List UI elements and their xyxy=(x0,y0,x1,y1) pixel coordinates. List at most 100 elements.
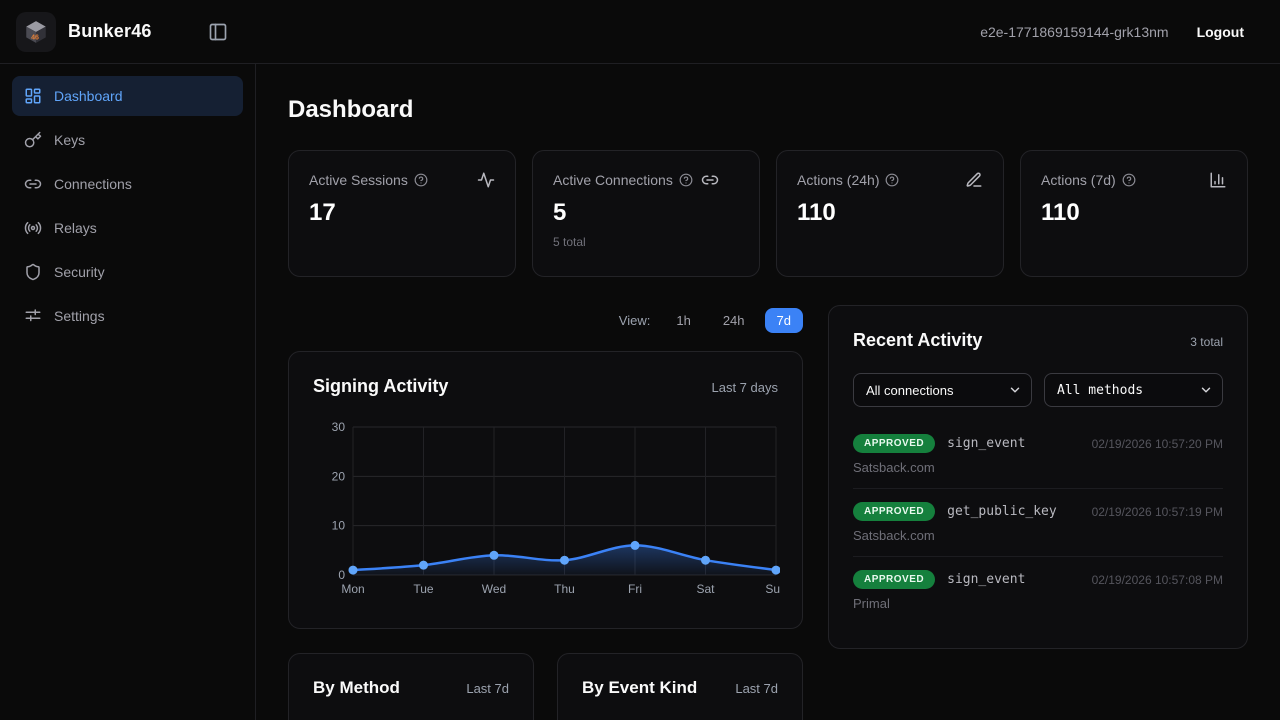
logout-button[interactable]: Logout xyxy=(1196,23,1244,40)
sidebar-item-keys[interactable]: Keys xyxy=(12,120,243,160)
stat-label: Active Sessions xyxy=(309,172,408,188)
activity-source: Satsback.com xyxy=(853,528,935,543)
help-circle-icon[interactable] xyxy=(679,173,693,187)
by-method-card: By Method Last 7d xyxy=(288,653,534,720)
svg-text:Sun: Sun xyxy=(765,582,780,596)
link-icon xyxy=(24,179,42,189)
svg-text:Mon: Mon xyxy=(341,582,364,596)
sidebar-item-label: Connections xyxy=(54,176,132,192)
radio-icon xyxy=(24,221,42,235)
pen-icon xyxy=(965,171,983,189)
stat-label: Actions (7d) xyxy=(1041,172,1116,188)
svg-text:46: 46 xyxy=(31,34,39,41)
sidebar-toggle-button[interactable] xyxy=(204,18,232,46)
activity-timestamp: 02/19/2026 10:57:08 PM xyxy=(1091,572,1223,587)
methods-filter-select[interactable]: All methods xyxy=(1044,373,1223,407)
stat-value: 110 xyxy=(797,199,836,226)
sidebar-item-connections[interactable]: Connections xyxy=(12,164,243,204)
activity-item[interactable]: APPROVED sign_event 02/19/2026 10:57:20 … xyxy=(853,421,1223,488)
activity-icon xyxy=(477,171,495,189)
cube-logo-icon: 46 xyxy=(26,20,46,43)
sidebar-item-label: Relays xyxy=(54,220,97,236)
by-method-range: Last 7d xyxy=(466,681,509,696)
stat-value: 110 xyxy=(1041,199,1080,226)
view-label: View: xyxy=(618,312,651,328)
signing-activity-card: Signing Activity Last 7 days 0 10 20 30 Mon T… xyxy=(288,351,803,629)
sliders-icon xyxy=(25,309,41,322)
sidebar-item-dashboard[interactable]: Dashboard xyxy=(12,76,243,116)
activity-method: sign_event xyxy=(947,436,1026,451)
bottom-cards-row: By Method Last 7d By Event Kind Last 7d xyxy=(288,653,803,720)
status-badge: APPROVED xyxy=(853,570,936,589)
session-id: e2e-1771869159144-grk13nm xyxy=(980,23,1169,40)
activity-list: APPROVED sign_event 02/19/2026 10:57:20 … xyxy=(853,421,1223,624)
svg-text:Thu: Thu xyxy=(554,582,575,596)
activity-source: Primal xyxy=(853,596,890,611)
svg-text:10: 10 xyxy=(332,519,346,533)
sidebar-item-label: Settings xyxy=(54,308,105,324)
stat-value: 17 xyxy=(309,199,336,226)
shield-icon xyxy=(26,263,40,281)
svg-text:0: 0 xyxy=(338,568,345,582)
stat-card-actions-24h: Actions (24h) 110 xyxy=(776,150,1004,277)
activity-method: get_public_key xyxy=(947,504,1057,519)
stat-label: Actions (24h) xyxy=(797,172,880,188)
signing-activity-chart: 0 10 20 30 Mon Tue Wed Thu Fri Sat Sun xyxy=(332,420,787,596)
help-circle-icon[interactable] xyxy=(1122,173,1136,187)
activity-filters: All connections All methods xyxy=(853,373,1223,407)
stat-value: 5 xyxy=(553,199,567,226)
sidebar-item-settings[interactable]: Settings xyxy=(12,296,243,336)
stat-card-active-connections: Active Connections 5 5 total xyxy=(532,150,760,277)
activity-method: sign_event xyxy=(947,572,1026,587)
stat-subtitle: 5 total xyxy=(553,235,586,249)
view-option-1h[interactable]: 1h xyxy=(664,308,702,333)
svg-text:Wed: Wed xyxy=(482,582,506,596)
view-selector: View: 1h 24h 7d xyxy=(288,305,803,335)
activity-timestamp: 02/19/2026 10:57:19 PM xyxy=(1091,504,1223,519)
svg-text:Tue: Tue xyxy=(413,582,434,596)
status-badge: APPROVED xyxy=(853,434,936,453)
sidebar: Dashboard Keys Connections Relays S xyxy=(0,64,256,720)
svg-text:Sat: Sat xyxy=(696,582,715,596)
stat-card-active-sessions: Active Sessions 17 xyxy=(288,150,516,277)
bar-chart-icon xyxy=(1209,171,1227,189)
recent-activity-count: 3 total xyxy=(1190,335,1223,349)
key-icon xyxy=(24,131,42,148)
svg-text:30: 30 xyxy=(332,420,346,434)
by-event-kind-card: By Event Kind Last 7d xyxy=(557,653,803,720)
activity-item[interactable]: APPROVED sign_event 02/19/2026 10:57:08 … xyxy=(853,556,1223,624)
by-method-title: By Method xyxy=(313,678,400,697)
activity-source: Satsback.com xyxy=(853,460,935,475)
recent-activity-title: Recent Activity xyxy=(853,330,983,350)
connections-filter-select[interactable]: All connections xyxy=(853,373,1032,407)
stats-grid: Active Sessions 17 Acti xyxy=(288,150,1248,277)
help-circle-icon[interactable] xyxy=(414,173,428,187)
view-option-24h[interactable]: 24h xyxy=(711,308,757,333)
methods-filter: All methods xyxy=(1044,373,1223,407)
app-logo: 46 xyxy=(16,11,56,52)
sidebar-item-security[interactable]: Security xyxy=(12,252,243,292)
brand-name: Bunker46 xyxy=(68,21,152,41)
connections-filter: All connections xyxy=(853,373,1032,407)
layout-dashboard-icon xyxy=(25,88,41,104)
by-event-kind-range: Last 7d xyxy=(735,681,778,696)
signing-activity-title: Signing Activity xyxy=(313,376,449,396)
sidebar-item-label: Security xyxy=(54,264,105,280)
status-badge: APPROVED xyxy=(853,502,936,521)
panel-left-icon xyxy=(209,23,227,40)
sidebar-item-label: Keys xyxy=(54,132,86,148)
top-header: 46 Bunker46 e2e-1771869159144-grk13nm Lo… xyxy=(0,0,1280,64)
signing-activity-range: Last 7 days xyxy=(711,380,779,395)
page-title: Dashboard xyxy=(288,96,414,123)
recent-activity-card: Recent Activity 3 total All connections xyxy=(828,305,1248,649)
activity-item[interactable]: APPROVED get_public_key 02/19/2026 10:57… xyxy=(853,488,1223,556)
header-right-area: e2e-1771869159144-grk13nm Logout xyxy=(256,24,1280,40)
stat-card-actions-7d: Actions (7d) 110 xyxy=(1020,150,1248,277)
svg-text:20: 20 xyxy=(332,469,346,483)
svg-text:Fri: Fri xyxy=(628,582,642,596)
stat-label: Active Connections xyxy=(553,172,673,188)
help-circle-icon[interactable] xyxy=(885,173,899,187)
link-icon xyxy=(701,171,719,189)
view-option-7d[interactable]: 7d xyxy=(764,307,803,333)
sidebar-item-relays[interactable]: Relays xyxy=(12,208,243,248)
